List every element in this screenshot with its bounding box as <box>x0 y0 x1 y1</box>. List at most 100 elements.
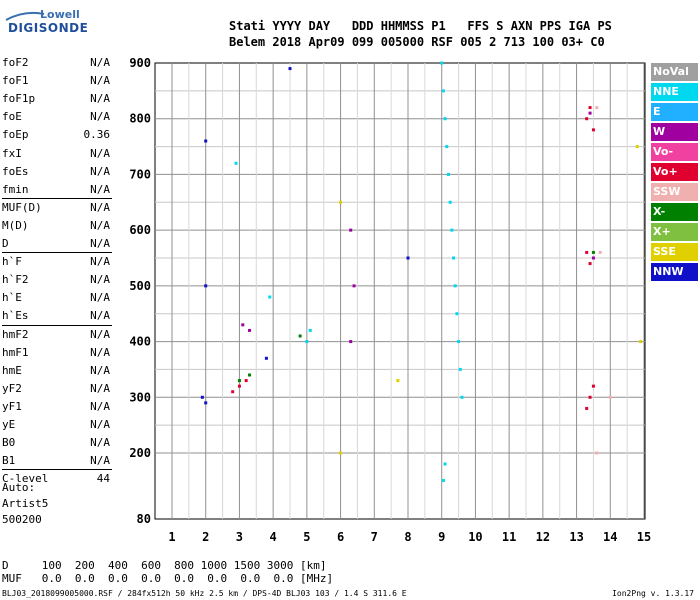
echo-point <box>585 250 589 254</box>
param-value: N/A <box>90 146 110 160</box>
muf-row: MUF 0.0 0.0 0.0 0.0 0.0 0.0 0.0 0.0 [MHz… <box>2 572 334 585</box>
echo-point <box>585 406 589 410</box>
echo-point <box>349 228 353 232</box>
x-tick-label: 7 <box>371 530 378 544</box>
param-name: MUF(D) <box>2 200 42 214</box>
polarization-legend: NoVal NNE E W Vo- Vo+ SSW X- X+ SSE NNW <box>651 63 698 283</box>
param-row: h`F2 N/A <box>2 273 110 289</box>
param-value: N/A <box>90 218 110 232</box>
y-tick-label: 300 <box>129 390 151 404</box>
param-value: N/A <box>90 399 110 413</box>
param-row: D N/A <box>2 237 110 253</box>
param-row: h`F N/A <box>2 255 110 271</box>
logo-swoosh-icon <box>5 11 45 21</box>
x-tick-label: 3 <box>236 530 243 544</box>
echo-point <box>591 384 595 388</box>
distance-row: D 100 200 400 600 800 1000 1500 3000 [km… <box>2 559 327 572</box>
echo-point <box>204 139 208 143</box>
echo-point <box>264 356 268 360</box>
auto-label: Auto: <box>2 481 36 494</box>
legend-item: X- <box>651 203 698 221</box>
echo-point <box>588 111 592 115</box>
station-header: Stati YYYY DAY DDD HHMMSS P1 FFS S AXN P… <box>229 18 612 50</box>
param-name: foF2 <box>2 56 29 69</box>
echo-point <box>639 340 643 344</box>
legend-item: Vo- <box>651 143 698 161</box>
param-separator <box>2 252 112 254</box>
echo-point <box>460 395 464 399</box>
param-row: B0 N/A <box>2 436 110 452</box>
param-value: N/A <box>90 381 110 395</box>
x-tick-label: 13 <box>569 530 583 544</box>
param-name: foE <box>2 110 22 124</box>
plot-frame <box>154 62 646 520</box>
param-value: N/A <box>90 436 110 450</box>
param-value: N/A <box>90 363 110 377</box>
x-tick-label: 4 <box>270 530 277 544</box>
y-tick-label: 600 <box>129 223 151 237</box>
param-value: N/A <box>90 74 110 88</box>
param-row: yF1 N/A <box>2 400 110 416</box>
echo-point <box>595 106 599 110</box>
legend-item: NoVal <box>651 63 698 81</box>
param-row: foEs N/A <box>2 165 110 181</box>
legend-item: SSE <box>651 243 698 261</box>
param-separator <box>2 469 112 471</box>
echo-point <box>441 479 445 482</box>
param-value: N/A <box>90 164 110 178</box>
param-row: h`E N/A <box>2 291 110 307</box>
echo-point <box>248 373 252 377</box>
legend-item: E <box>651 103 698 121</box>
param-separator <box>2 197 112 199</box>
auto-scaling-info: Auto: Artist5 500200 <box>2 480 48 528</box>
param-value: N/A <box>90 454 110 468</box>
y-tick-label: 80 <box>137 512 151 526</box>
header-line-1: Stati YYYY DAY DDD HHMMSS P1 FFS S AXN P… <box>229 19 612 33</box>
legend-item: Vo+ <box>651 163 698 181</box>
x-tick-label: 5 <box>303 530 310 544</box>
param-row: hmF2 N/A <box>2 328 110 344</box>
param-name: yE <box>2 418 16 431</box>
echo-point <box>440 61 444 65</box>
legend-item: NNW <box>651 263 698 281</box>
x-tick-label: 2 <box>202 530 209 544</box>
echo-point <box>443 462 447 466</box>
echo-point <box>288 67 292 71</box>
x-tick-label: 10 <box>468 530 482 544</box>
legend-item: W <box>651 123 698 141</box>
param-name: D <box>2 237 9 250</box>
param-value: N/A <box>90 273 110 287</box>
legend-item: SSW <box>651 183 698 201</box>
param-value: N/A <box>90 56 110 69</box>
param-name: foEp <box>2 128 29 142</box>
param-row: yE N/A <box>2 418 110 434</box>
param-name: yF1 <box>2 399 22 413</box>
echo-point <box>455 312 459 316</box>
y-tick-label: 400 <box>129 335 151 349</box>
echo-point <box>308 328 312 332</box>
echo-point <box>231 390 235 394</box>
param-name: foEs <box>2 164 29 178</box>
echo-point <box>588 395 592 399</box>
echo-point <box>595 451 599 455</box>
y-tick-label: 200 <box>129 446 151 460</box>
echo-point <box>598 250 602 254</box>
echo-point <box>591 250 595 254</box>
param-name: h`F <box>2 255 22 269</box>
param-name: C-level <box>2 472 49 486</box>
param-value: N/A <box>90 182 110 196</box>
param-value: N/A <box>90 309 110 323</box>
echo-point <box>446 172 450 176</box>
echo-point <box>585 117 589 121</box>
echo-point <box>349 340 353 344</box>
echo-point <box>458 367 462 371</box>
muf-distance-table: D 100 200 400 600 800 1000 1500 3000 [km… <box>2 559 333 585</box>
x-tick-label: 14 <box>603 530 617 544</box>
x-tick-label: 15 <box>637 530 651 544</box>
echo-point <box>591 256 595 260</box>
logo-text-top: Lowell <box>40 8 80 21</box>
legend-item: NNE <box>651 83 698 101</box>
echo-point <box>200 395 204 399</box>
param-row: foF1p N/A <box>2 92 110 108</box>
echo-point <box>298 334 302 338</box>
